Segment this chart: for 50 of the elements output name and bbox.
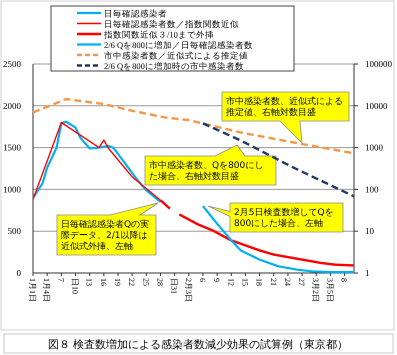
x-tick-label: 13 xyxy=(84,278,94,286)
y-tick-label: 2500 xyxy=(3,59,22,69)
annotation: 市中感染者数、Qを800にした場合、右軸対数目盛 xyxy=(149,160,264,182)
x-tick-label: 15 xyxy=(240,278,250,286)
y-tick-label: 1000 xyxy=(3,184,22,194)
text: 図８ 検査数増加による感染者数減少効果の試算例（東京都） xyxy=(48,338,348,351)
x-tick-label: 2月3日 xyxy=(184,278,193,302)
x-tick-label: 6 xyxy=(198,278,207,282)
x-tick-label: 19 xyxy=(112,278,122,286)
x-tick-label: 16 xyxy=(98,278,108,286)
x-tick-label: 3月5日 xyxy=(325,278,334,302)
legend-label: 指数関数近似３/10まで外挿 xyxy=(103,30,214,40)
callout: 日毎確認感染者Qの実際データ、2/1以降は近似式外挿、左軸 xyxy=(56,202,158,256)
x-tick-label: 日10 xyxy=(70,278,80,294)
x-tick-label: 9 xyxy=(212,278,222,282)
y2-tick-label: 100000 xyxy=(365,59,392,69)
y-tick-label: 0 xyxy=(16,268,22,278)
x-tick-label: 27 xyxy=(297,278,306,286)
x-tick-label: 日31 xyxy=(170,278,179,294)
y2-tick-label: 1 xyxy=(365,268,370,278)
annotation: 市中感染者数、近似式による推定値、右軸対数目盛 xyxy=(226,96,343,118)
y2-tick-label: 10 xyxy=(365,226,374,236)
x-tick-label: 1月4日 xyxy=(42,278,52,302)
annotation: 2月5日検査数増してQを800にした場合、左軸 xyxy=(234,207,334,229)
callout: 市中感染者数、Qを800にした場合、右軸対数目盛 xyxy=(144,144,276,186)
x-tick-label: 21 xyxy=(268,278,278,286)
legend-label: 日毎確認感染者 xyxy=(104,8,167,18)
callout: 市中感染者数、近似式による推定値、右軸対数目盛 xyxy=(222,92,350,144)
y2-tick-label: 1000 xyxy=(365,142,384,153)
legend-label: 2/6 Qを800に増加時の市中感染者数 xyxy=(104,61,244,71)
annotation: 日毎確認感染者Qの実際データ、2/1以降は近似式外挿、左軸 xyxy=(61,219,150,252)
x-tick-label: 7 xyxy=(56,278,66,282)
x-tick-label: 12 xyxy=(226,278,236,286)
legend-label: 2/6 Qを800に増加／日毎確認感染者数 xyxy=(104,40,253,50)
x-tick-label: 8 xyxy=(340,278,349,282)
x-tick-label: 25 xyxy=(141,278,150,286)
x-tick-label: 3月2日 xyxy=(311,278,320,302)
x-tick-label: 28 xyxy=(155,278,164,286)
y-tick-label: 500 xyxy=(8,226,22,236)
y2-tick-label: 10000 xyxy=(365,100,388,111)
x-tick-label: 24 xyxy=(282,278,292,286)
x-tick-label: 1月1日 xyxy=(28,278,37,302)
legend-label: 市中感染者数／近似式による推定値 xyxy=(104,50,248,60)
legend-label: 日毎確認感染者数／指数関数近似 xyxy=(104,19,239,29)
x-tick-label: 22 xyxy=(127,278,136,286)
y2-tick-label: 100 xyxy=(365,184,379,194)
callout: 2月5日検査数増してQを800にした場合、左軸 xyxy=(208,202,344,232)
y-tick-label: 2000 xyxy=(3,100,22,111)
x-tick-label: 18 xyxy=(254,278,264,286)
y-tick-label: 1500 xyxy=(3,142,22,153)
